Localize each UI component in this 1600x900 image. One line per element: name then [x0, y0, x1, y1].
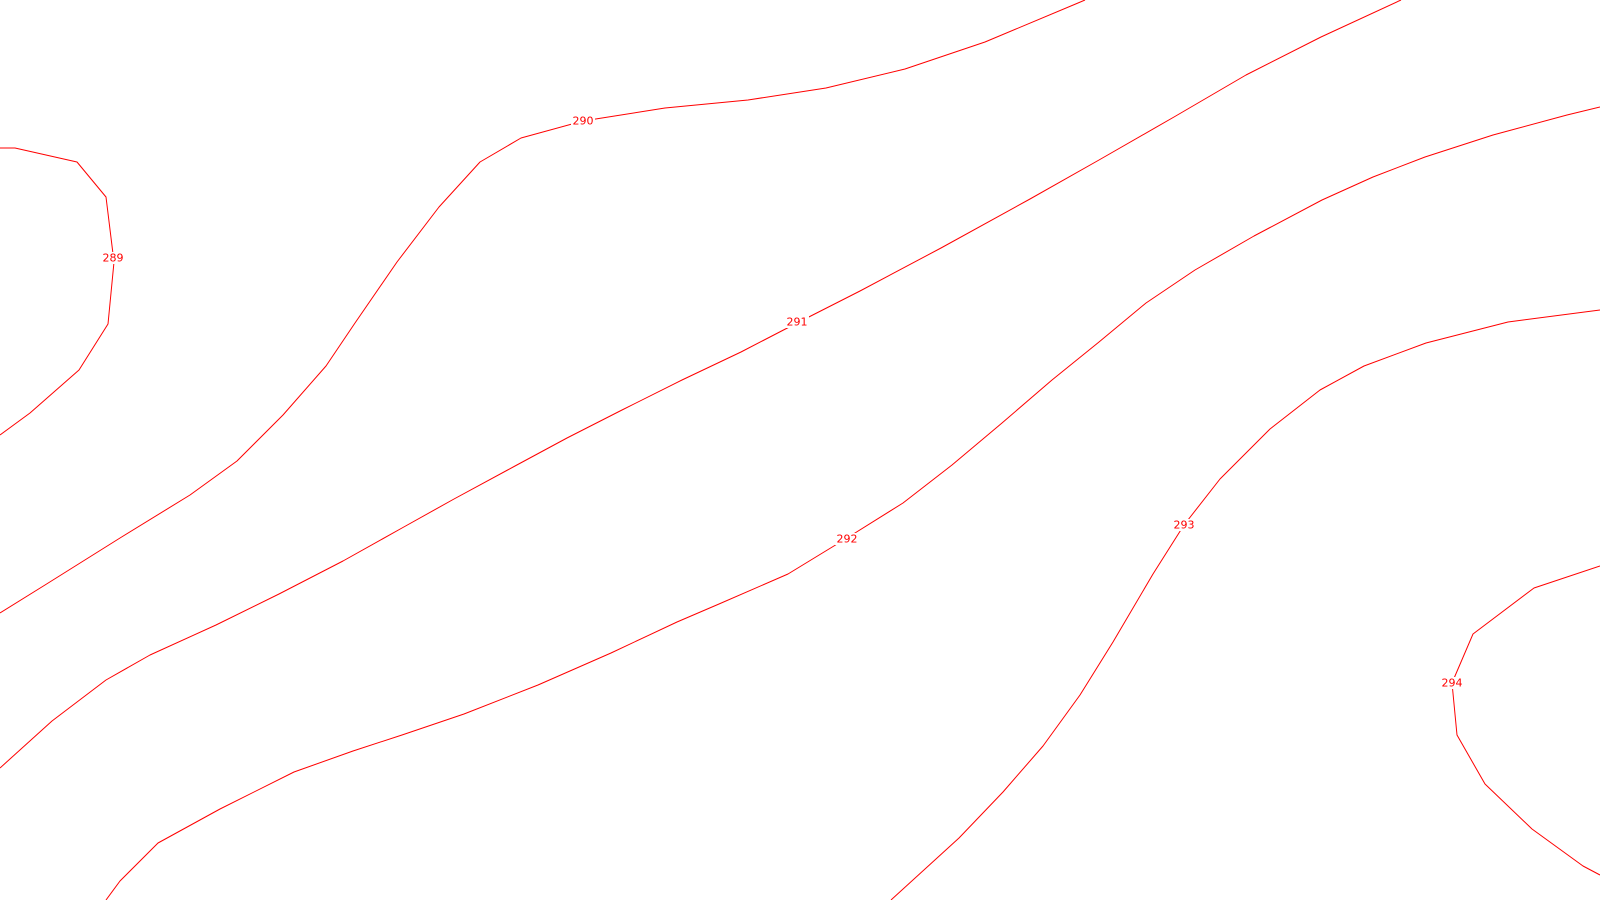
contour-line-291 — [0, 0, 1402, 769]
contour-line-294 — [1451, 565, 1600, 876]
contour-label-bg-291 — [785, 316, 809, 328]
contour-label-bg-289 — [101, 252, 125, 264]
contour-label-292: 292 — [837, 533, 858, 546]
contour-292: 292 — [105, 106, 1600, 900]
contour-label-bg-290 — [571, 114, 595, 126]
contour-label-bg-293 — [1172, 519, 1196, 531]
contour-label-bg-294 — [1440, 677, 1464, 689]
contour-label-bg-292 — [835, 533, 859, 545]
contour-label-293: 293 — [1174, 519, 1195, 532]
contour-line-292 — [105, 106, 1600, 900]
contour-294: 294 — [1440, 565, 1600, 876]
contour-label-291: 291 — [787, 316, 808, 329]
contour-label-290: 290 — [573, 115, 594, 128]
contour-290: 290 — [0, 0, 1086, 614]
contour-293: 293 — [890, 309, 1600, 900]
contour-289: 289 — [0, 147, 125, 436]
contour-line-290 — [0, 0, 1086, 614]
contour-label-289: 289 — [103, 252, 124, 265]
contour-label-294: 294 — [1442, 677, 1463, 690]
contour-291: 291 — [0, 0, 1402, 769]
